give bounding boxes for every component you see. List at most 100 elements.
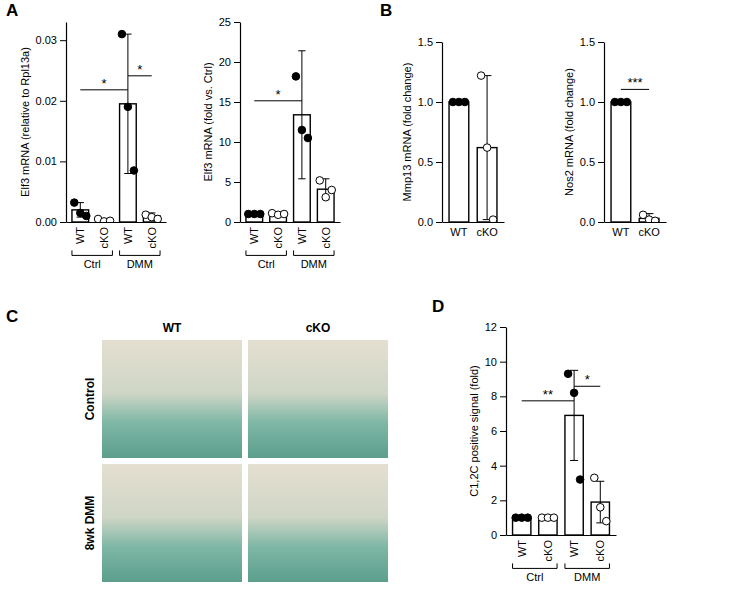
y-axis-line <box>442 43 443 223</box>
x-tick-label: cKO <box>146 227 158 249</box>
data-point <box>280 210 288 218</box>
x-axis-line <box>605 222 667 223</box>
group-label: DMM <box>301 258 327 270</box>
y-tick <box>500 327 506 328</box>
data-point <box>130 167 138 175</box>
chart: 0.00.51.01.5Nos2 mRNA (fold change)WTcKO… <box>563 36 667 238</box>
data-point <box>590 474 598 482</box>
y-tick-label: 10 <box>219 136 231 148</box>
error-cap <box>298 178 305 179</box>
chart: 024681012C1,2C positive signal (fold)WTc… <box>468 321 617 583</box>
y-tick <box>234 182 240 183</box>
data-point <box>564 370 572 378</box>
panel-label: C <box>6 307 18 326</box>
row-label: 8wk DMM <box>83 496 97 551</box>
y-tick <box>598 162 604 163</box>
data-point <box>106 217 114 222</box>
x-tick-label: WT <box>248 227 260 244</box>
y-axis: 0.0 0.5 1.0 1.5 <box>580 36 605 228</box>
y-tick-label: 12 <box>485 321 497 333</box>
data-point <box>124 103 132 111</box>
x-tick-label: cKO <box>594 540 606 562</box>
y-tick-label: 20 <box>219 56 231 68</box>
y-tick-label: 0.0 <box>580 216 595 228</box>
significance-label: * <box>102 76 107 91</box>
y-tick-label: 0.5 <box>418 156 433 168</box>
x-axis: WTcKOWTcKO <box>67 223 167 249</box>
y-axis-title: Elf3 mRNA (fold vs. Ctrl) <box>202 62 214 181</box>
data-point <box>292 73 300 81</box>
histology-image <box>102 340 242 458</box>
figure: ABCDWTcKOControl8wk DMM0.000.010.020.03E… <box>0 0 750 615</box>
data-point <box>322 193 330 201</box>
x-tick-label: WT <box>74 227 86 244</box>
significance-label: * <box>137 62 142 77</box>
y-tick-label: 1.5 <box>580 36 595 48</box>
x-axis: WTcKOWTcKO <box>241 223 341 249</box>
y-axis-line <box>506 328 507 536</box>
x-tick-label: WT <box>296 227 308 244</box>
y-tick <box>500 466 506 467</box>
error-cap <box>298 50 305 51</box>
histology-image <box>248 340 388 458</box>
y-axis-title: C1,2C positive signal (fold) <box>468 365 480 496</box>
group-label: DMM <box>574 571 600 583</box>
x-tick-label: WT <box>516 540 528 557</box>
group-bracket <box>72 250 112 255</box>
histology-image <box>102 464 242 582</box>
y-tick-label: 25 <box>219 16 231 28</box>
y-tick <box>234 102 240 103</box>
column-label: cKO <box>306 321 331 335</box>
y-tick-label: 0.0 <box>418 216 433 228</box>
y-tick-label: 6 <box>491 425 497 437</box>
y-axis-title: Mmp13 mRNA (fold change) <box>401 63 413 202</box>
y-tick <box>234 62 240 63</box>
y-tick-label: 0.03 <box>36 34 57 46</box>
y-tick <box>234 142 240 143</box>
y-tick-label: 0 <box>491 529 497 541</box>
x-axis: WT cKO <box>443 223 505 238</box>
y-tick <box>500 396 506 397</box>
y-tick <box>598 102 604 103</box>
plot-area <box>512 370 610 535</box>
data-point <box>477 72 485 80</box>
y-axis: 0.00.51.01.5 <box>418 36 443 228</box>
y-tick <box>500 431 506 432</box>
y-axis: 024681012 <box>485 321 507 541</box>
x-tick-label: cKO <box>476 226 498 238</box>
y-tick <box>500 535 506 536</box>
data-point <box>256 210 264 218</box>
y-tick-label: 0.02 <box>36 95 57 107</box>
group-label: Ctrl <box>84 258 101 270</box>
histology-image <box>248 464 388 582</box>
x-axis-line <box>507 535 617 536</box>
y-tick <box>436 102 442 103</box>
group-bracket <box>565 563 610 568</box>
x-tick-label: cKO <box>272 227 284 249</box>
x-tick-label: cKO <box>98 227 110 249</box>
y-tick-label: 0.00 <box>36 216 57 228</box>
group-bracket <box>120 250 160 255</box>
data-point <box>602 517 610 525</box>
y-axis-title: Nos2 mRNA (fold change) <box>563 68 575 196</box>
error-cap <box>124 173 131 174</box>
y-tick <box>500 362 506 363</box>
y-axis: 0510152025 <box>219 16 241 228</box>
y-tick-label: 1.0 <box>580 96 595 108</box>
x-tick-label: cKO <box>638 226 660 238</box>
y-tick-label: 10 <box>485 356 497 368</box>
y-tick <box>234 22 240 23</box>
y-axis: 0.000.010.020.03 <box>36 23 67 229</box>
y-tick-label: 4 <box>491 460 497 472</box>
x-tick-label: WT <box>450 226 467 238</box>
plot-area <box>244 51 335 222</box>
significance-label: * <box>276 87 281 102</box>
y-tick-label: 0.5 <box>580 156 595 168</box>
significance-label: ** <box>543 387 553 402</box>
data-point <box>328 186 336 194</box>
y-tick-label: 0 <box>225 216 231 228</box>
significance-label: *** <box>627 75 642 90</box>
data-point <box>154 215 162 222</box>
y-tick-label: 2 <box>491 494 497 506</box>
y-tick <box>598 222 604 223</box>
